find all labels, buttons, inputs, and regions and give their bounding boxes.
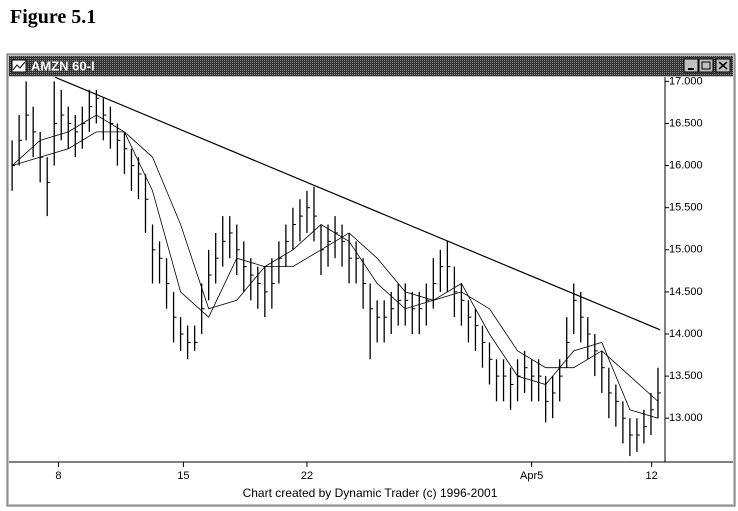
footer: Chart created by Dynamic Trader (c) 1996… [243,486,498,500]
close-glyph [718,61,728,70]
y-tick-label: 14.000 [669,328,703,340]
y-tick-label: 16.000 [669,159,703,171]
trendline [54,76,661,331]
title-bar [9,56,733,76]
window-buttons[interactable] [683,58,731,73]
y-tick-label: 13.000 [669,412,703,424]
figure-label: Figure 5.1 [10,6,97,28]
y-tick-label: 17.000 [669,75,703,87]
y-tick-label: 16.500 [669,117,703,129]
x-tick-label: 22 [301,470,313,482]
x-tick-label: 15 [177,470,189,482]
x-tick-label: 12 [646,470,658,482]
y-tick-label: 15.000 [669,244,703,256]
maximize-glyph [701,61,711,70]
y-tick-label: 13.500 [669,370,703,382]
x-tick-label: Apr5 [520,470,543,482]
app-icon-glyph [12,61,26,71]
window-title: AMZN 60-I [31,58,95,73]
app-icon [11,59,27,73]
chart-background [9,77,733,504]
moving-average [11,114,659,419]
minimize-button[interactable] [683,58,699,73]
y-tick-label: 15.500 [669,202,703,214]
maximize-button[interactable] [698,58,714,73]
x-tick-label: 8 [55,470,61,482]
y-tick-label: 14.500 [669,286,703,298]
moving-average [11,131,659,402]
